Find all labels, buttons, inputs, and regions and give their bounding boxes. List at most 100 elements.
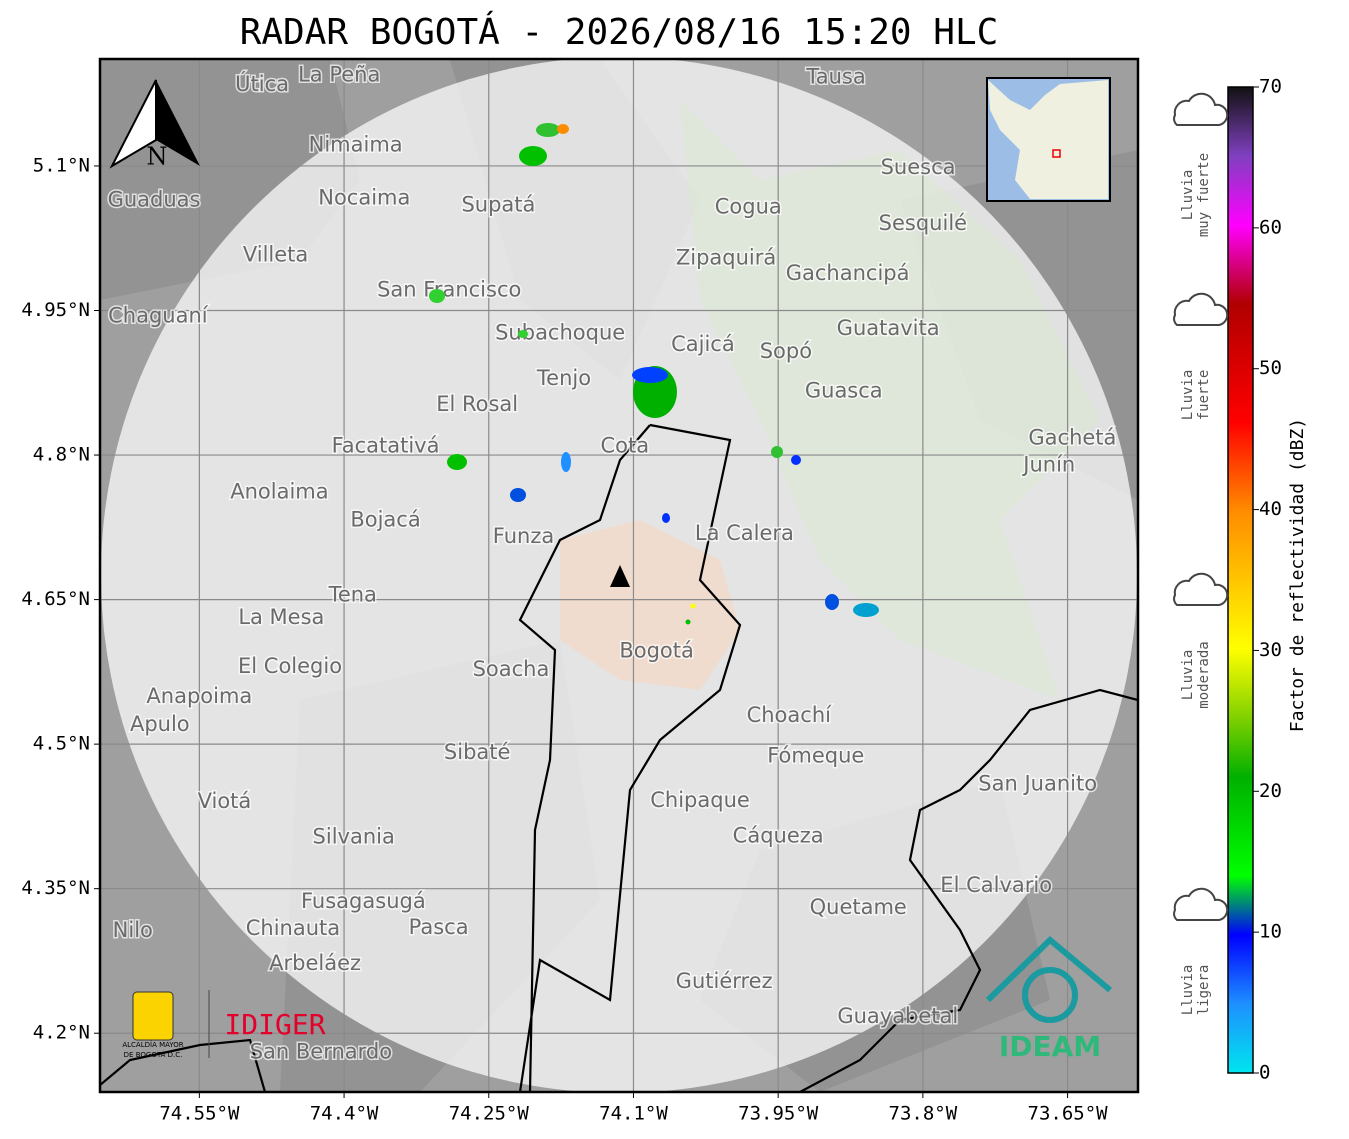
crest: [132, 991, 174, 1041]
echo: [662, 513, 670, 523]
x-tick-label: 73.65°W: [1028, 1103, 1109, 1125]
place-label: Sibaté: [444, 740, 511, 764]
place-label: Villeta: [243, 243, 308, 267]
place-label: Cota: [600, 433, 649, 457]
colorbar-tick-label: 20: [1259, 780, 1282, 802]
place-label: El Calvario: [940, 873, 1052, 897]
echo: [791, 455, 801, 465]
y-tick-label: 4.35°N: [21, 877, 90, 899]
place-label: Viotá: [198, 789, 252, 813]
place-label: Sopó: [760, 339, 812, 363]
x-tick-label: 74.4°W: [310, 1103, 379, 1125]
logo-ideam: IDEAM: [985, 935, 1112, 1063]
place-label: Nilo: [113, 918, 153, 942]
ideam-logo: IDEAM: [999, 1030, 1101, 1063]
echo: [690, 603, 696, 609]
colorbar-tick-label: 10: [1259, 921, 1282, 943]
ideam-swirl: [1022, 967, 1078, 1023]
place-label: Guaduas: [108, 188, 201, 212]
grid: [100, 59, 1138, 1092]
y-tick-label: 4.8°N: [33, 444, 90, 466]
place-label: Tausa: [805, 64, 865, 88]
place-label: Nimaima: [309, 133, 403, 157]
place-label: Cajicá: [671, 332, 735, 356]
vegetation: [680, 100, 1100, 700]
place-label: Suesca: [881, 155, 956, 179]
rain-class-label: moderada: [1196, 641, 1212, 708]
place-label: Quetame: [810, 895, 907, 919]
ideam-roof: [985, 935, 1112, 1003]
north-arrow-right: [156, 80, 200, 166]
colorbar-label: Factor de reflectividad (dBZ): [1287, 418, 1308, 732]
echo: [447, 454, 467, 470]
place-label: Silvania: [313, 825, 395, 849]
colorbar: [1227, 86, 1254, 1074]
colorbar-tick-label: 0: [1259, 1062, 1270, 1084]
colorbar-tick-label: 50: [1259, 357, 1282, 379]
alcaldia-line: DE BOGOTÁ D.C.: [124, 1050, 183, 1059]
rain-class-label: Lluvia: [1180, 965, 1196, 1016]
title: RADAR BOGOTÁ - 2026/08/16 15:20 HLC: [240, 11, 999, 53]
place-label: Soacha: [473, 657, 550, 681]
radar-echoes: [429, 123, 879, 625]
place-label: Apulo: [130, 712, 190, 736]
alcaldia-line: ALCALDÍA MAYOR: [122, 1040, 183, 1049]
colorbar-tick-label: 40: [1259, 498, 1282, 520]
place-label: El Rosal: [436, 392, 518, 416]
place-label: Bojacá: [350, 508, 420, 532]
rain-class-label: muy fuerte: [1196, 153, 1212, 237]
place-label: Pasca: [409, 915, 469, 939]
echo: [536, 123, 560, 137]
place-label: Junín: [1021, 453, 1075, 477]
place-label: Chaguaní: [108, 303, 209, 327]
place-label: Guatavita: [837, 316, 940, 340]
place-label: Cáqueza: [733, 824, 824, 848]
y-tick-label: 4.65°N: [21, 588, 90, 610]
echo: [825, 594, 839, 610]
place-label: La Mesa: [238, 605, 324, 629]
place-label: Gutiérrez: [676, 969, 773, 993]
inset-locator: [1052, 149, 1061, 158]
place-label: Útica: [235, 71, 289, 96]
y-tick-label: 4.95°N: [21, 299, 90, 321]
place-label: Bogotá: [619, 639, 694, 663]
place-label: Supatá: [461, 192, 535, 216]
rain-icon: [1173, 92, 1229, 126]
inset-map: [986, 77, 1111, 202]
radar-site: [610, 565, 630, 587]
place-labels: La Peña Útica Tausa Nimaima Guaduas Nocaima Su…: [106, 61, 1118, 1065]
rain-class-label: Lluvia: [1180, 650, 1196, 701]
place-label: Tenjo: [536, 366, 591, 390]
rain-class-label: fuerte: [1196, 370, 1212, 421]
place-label: Cogua: [715, 194, 782, 218]
rain-icon: [1173, 887, 1229, 921]
place-label: Chinauta: [246, 916, 340, 940]
axes: 74.55°W 74.4°W 74.25°W 74.1°W 73.95°W 73.8°W 7…: [21, 154, 1108, 1124]
x-tick-label: 73.95°W: [738, 1103, 819, 1125]
map: La Peña Útica Tausa Nimaima Guaduas Nocaima Su…: [100, 59, 1138, 1092]
rain-icon: [1173, 572, 1229, 606]
echo: [557, 124, 569, 134]
place-label: Funza: [493, 524, 554, 548]
idiger-logo: IDIGER: [224, 1008, 325, 1041]
x-tick-label: 73.8°W: [889, 1103, 958, 1125]
x-tick-label: 74.55°W: [159, 1103, 240, 1125]
place-label: San Francisco: [377, 277, 521, 301]
place-label: Chipaque: [650, 788, 750, 812]
y-tick-label: 4.2°N: [33, 1022, 90, 1044]
echo: [510, 488, 526, 502]
place-label: Guasca: [805, 378, 883, 402]
echo: [429, 289, 445, 303]
place-label: La Peña: [298, 62, 380, 86]
place-label: Nocaima: [318, 186, 410, 210]
echo: [561, 452, 571, 472]
echo: [632, 367, 668, 383]
colorbar-tick-label: 60: [1259, 216, 1282, 238]
place-label: Zipaquirá: [676, 245, 776, 269]
place-label: San Bernardo: [250, 1039, 392, 1063]
north-label: N: [147, 143, 168, 171]
place-label: Anolaima: [230, 480, 328, 504]
echo: [771, 446, 783, 458]
place-label: Guayabetal: [837, 1004, 958, 1028]
